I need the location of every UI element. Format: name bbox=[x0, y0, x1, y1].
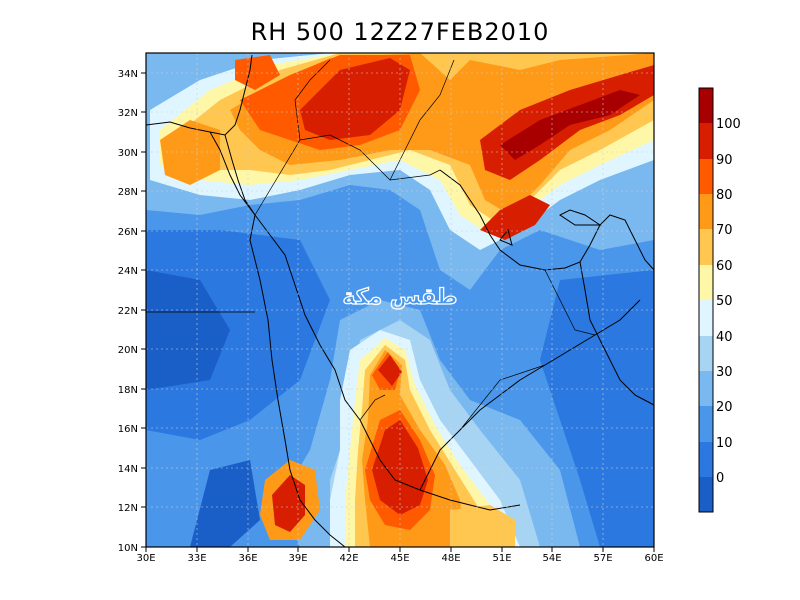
colorbar-swatch-6 bbox=[699, 265, 713, 300]
borders bbox=[146, 59, 596, 431]
lon-label: 45E bbox=[390, 553, 409, 564]
field-dark-blue-east bbox=[540, 270, 654, 547]
lat-label: 10N bbox=[118, 543, 138, 554]
tick-marks bbox=[141, 72, 655, 552]
colorbar-swatch-3 bbox=[699, 371, 713, 406]
lat-label: 12N bbox=[118, 503, 138, 514]
field-northwest-red bbox=[235, 55, 280, 90]
colorbar-swatch-8 bbox=[699, 194, 713, 229]
field-se-orange bbox=[450, 505, 515, 547]
graticule bbox=[146, 53, 654, 547]
watermark-text: طقس مكة bbox=[342, 285, 457, 310]
lon-labels: 30E 33E 36E 39E 42E 45E 48E 51E 54E 57E … bbox=[136, 553, 663, 564]
lon-label: 39E bbox=[288, 553, 307, 564]
colorbar-swatch-9 bbox=[699, 159, 713, 194]
colorbar-swatch-1 bbox=[699, 442, 713, 477]
colorbar-swatch-0 bbox=[699, 477, 713, 512]
field-north-band-max bbox=[500, 90, 640, 160]
colorbar-swatch-2 bbox=[699, 406, 713, 442]
colorbar-swatch-7 bbox=[699, 229, 713, 265]
lat-label: 14N bbox=[118, 464, 138, 475]
colorbar-label: 100 bbox=[716, 117, 741, 132]
colorbar-label: 0 bbox=[716, 471, 724, 486]
map-title: RH 500 12Z27FEB2010 bbox=[250, 18, 550, 46]
colorbar-swatch-4 bbox=[699, 336, 713, 371]
lon-label: 60E bbox=[644, 553, 663, 564]
colorbar-swatch-10 bbox=[699, 123, 713, 159]
lon-label: 54E bbox=[542, 553, 561, 564]
colorbar-label: 50 bbox=[716, 294, 733, 309]
field-darkest-blue-south bbox=[190, 460, 260, 547]
colorbar-label: 70 bbox=[716, 223, 733, 238]
colorbar-label: 80 bbox=[716, 188, 733, 203]
coastlines bbox=[145, 54, 655, 548]
colorbar-swatch-11 bbox=[699, 88, 713, 123]
lat-label: 22N bbox=[118, 306, 138, 317]
colorbar: 0 10 20 30 40 50 60 70 80 90 100 bbox=[698, 87, 741, 513]
lon-label: 42E bbox=[339, 553, 358, 564]
lat-label: 20N bbox=[118, 345, 138, 356]
lon-label: 33E bbox=[187, 553, 206, 564]
colorbar-label: 90 bbox=[716, 153, 733, 168]
lat-label: 30N bbox=[118, 148, 138, 159]
colorbar-label: 10 bbox=[716, 436, 733, 451]
lat-labels: 34N 32N 30N 28N 26N 24N 22N 20N 18N 16N … bbox=[118, 69, 138, 554]
colorbar-label: 60 bbox=[716, 259, 733, 274]
lat-label: 32N bbox=[118, 108, 138, 119]
lat-label: 16N bbox=[118, 424, 138, 435]
lat-label: 24N bbox=[118, 266, 138, 277]
colorbar-label: 30 bbox=[716, 365, 733, 380]
colorbar-label: 40 bbox=[716, 330, 733, 345]
lon-label: 57E bbox=[593, 553, 612, 564]
colorbar-frame bbox=[698, 87, 714, 513]
lon-label: 30E bbox=[136, 553, 155, 564]
lat-label: 26N bbox=[118, 227, 138, 238]
lat-label: 28N bbox=[118, 187, 138, 198]
lat-label: 18N bbox=[118, 385, 138, 396]
lon-label: 48E bbox=[441, 553, 460, 564]
field-darkest-blue-west bbox=[146, 270, 230, 390]
field-west-orange bbox=[160, 120, 220, 185]
lon-label: 36E bbox=[238, 553, 257, 564]
colorbar-label: 20 bbox=[716, 400, 733, 415]
field-gulf-patch bbox=[480, 195, 550, 240]
colorbar-swatch-5 bbox=[699, 300, 713, 336]
lat-label: 34N bbox=[118, 69, 138, 80]
lon-label: 51E bbox=[492, 553, 511, 564]
field-north-band-100a bbox=[300, 58, 410, 140]
